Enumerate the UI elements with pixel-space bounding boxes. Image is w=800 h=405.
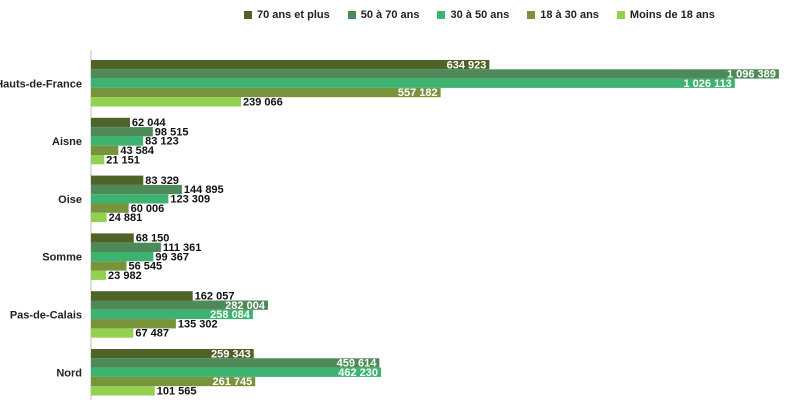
data-label: 68 150: [136, 233, 170, 245]
data-label: 101 565: [157, 386, 197, 398]
bar: [91, 155, 105, 165]
legend-label: 70 ans et plus: [257, 9, 330, 21]
bar: [91, 87, 441, 98]
legend: 70 ans et plus 50 à 70 ans 30 à 50 ans 18 à…: [244, 9, 715, 21]
data-label: 162 057: [195, 291, 235, 303]
legend-label: Moins de 18 ans: [629, 9, 715, 21]
category-label: Nord: [56, 367, 82, 379]
bar: [91, 309, 253, 320]
data-label: 557 182: [398, 87, 438, 99]
legend-item: 30 à 50 ans: [437, 9, 509, 21]
data-label: 60 006: [131, 203, 165, 215]
data-label: 462 230: [338, 367, 378, 379]
bar: [91, 212, 107, 223]
bar: [91, 291, 193, 301]
data-label: 459 614: [337, 358, 378, 370]
data-label: 98 515: [155, 126, 189, 138]
data-label: 123 309: [170, 194, 210, 206]
data-label: 144 895: [184, 184, 224, 196]
data-label: 24 881: [109, 212, 143, 224]
data-label: 259 343: [211, 348, 251, 360]
bar: [91, 252, 154, 262]
category-label: Aisne: [52, 136, 82, 148]
bar: [91, 127, 153, 137]
bar: [91, 194, 169, 204]
bar: [91, 60, 490, 70]
bar: [91, 175, 144, 185]
data-label: 62 044: [132, 117, 167, 129]
category-label: Pas-de-Calais: [10, 309, 82, 321]
data-label: 258 084: [210, 309, 251, 321]
data-label: 99 367: [155, 251, 189, 263]
bar: [91, 300, 268, 310]
category-label: Oise: [58, 194, 82, 206]
data-label: 83 329: [145, 175, 179, 187]
bar: [91, 328, 134, 338]
data-label: 43 584: [120, 145, 155, 157]
data-label: 56 545: [128, 261, 162, 273]
bar: [91, 117, 130, 128]
data-label: 1 026 113: [683, 78, 731, 90]
bar: [91, 270, 107, 280]
bar: [91, 203, 129, 213]
bar: [91, 367, 382, 377]
bar: [91, 319, 176, 329]
data-label: 111 361: [163, 242, 202, 254]
bar: [91, 184, 182, 195]
data-label: 634 923: [447, 59, 487, 71]
bar: [91, 386, 155, 396]
bar: [91, 145, 119, 155]
legend-item: 18 à 30 ans: [527, 9, 599, 21]
data-label: 1 096 389: [727, 69, 776, 81]
bar: [91, 261, 127, 271]
legend-label: 50 à 70 ans: [360, 9, 420, 21]
data-label: 282 004: [225, 300, 266, 312]
legend-swatch: [527, 11, 536, 19]
category-label: Hauts-de-France: [0, 78, 82, 90]
legend-swatch: [616, 11, 625, 19]
bar: [91, 349, 254, 359]
legend-label: 18 à 30 ans: [540, 9, 599, 21]
legend-swatch: [244, 11, 252, 19]
bar: [91, 376, 256, 387]
bar: [91, 78, 735, 88]
bar: [91, 69, 779, 79]
bar: [91, 136, 144, 146]
legend-item: 70 ans et plus: [244, 9, 330, 21]
data-label: 261 745: [212, 376, 252, 388]
legend-item: Moins de 18 ans: [616, 9, 715, 21]
bar: [91, 233, 134, 243]
data-label: 239 066: [243, 97, 283, 109]
data-label: 67 487: [135, 328, 169, 340]
data-label: 23 982: [108, 270, 142, 282]
data-label: 83 123: [145, 136, 179, 148]
legend-item: 50 à 70 ans: [347, 9, 420, 21]
legend-label: 30 à 50 ans: [450, 9, 510, 21]
legend-swatch: [347, 11, 356, 19]
bar: [91, 242, 161, 252]
data-label: 135 302: [178, 318, 218, 330]
bar: [91, 97, 241, 107]
category-label: Somme: [42, 252, 82, 264]
bar: [91, 358, 380, 368]
legend-swatch: [437, 11, 446, 19]
data-label: 21 151: [106, 154, 140, 166]
